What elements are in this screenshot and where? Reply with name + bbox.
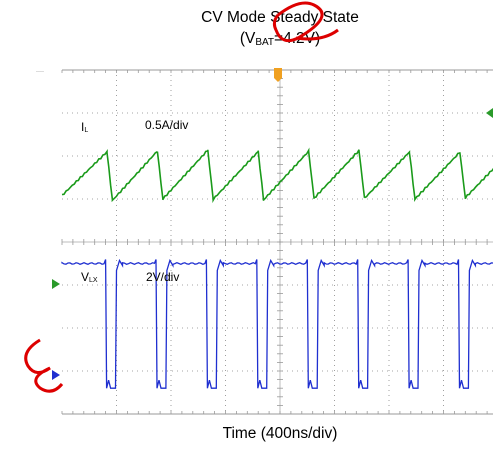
trigger-marker	[274, 68, 282, 82]
vlx-ground-marker	[52, 370, 60, 380]
il-name-main: I	[81, 120, 85, 134]
vlx-name-sub: LX	[89, 277, 98, 284]
il-waveform-group	[61, 147, 493, 204]
il-ground-marker	[52, 279, 60, 289]
il-waveform	[61, 147, 493, 204]
channel-markers: ····	[36, 68, 493, 380]
vlx-waveform	[61, 258, 493, 389]
subtitle-subscript: BAT	[255, 37, 275, 48]
vlx-waveform-group	[61, 258, 493, 389]
trigger-level-marker	[486, 108, 493, 118]
il-name-sub: L	[84, 127, 89, 134]
il-channel-label: IL	[81, 120, 88, 134]
vlx-channel-label: VLX	[81, 270, 98, 284]
vlx-name-main: V	[81, 270, 90, 284]
subtitle-prefix: (V	[239, 30, 256, 47]
watermark-swash	[24, 338, 64, 393]
watermark-swash	[272, 1, 339, 43]
x-axis-label: Time (400ns/div)	[222, 425, 338, 442]
vlx-scale-label: 2V/div	[146, 270, 180, 284]
scope-grid	[61, 69, 493, 415]
il-scale-label: 0.5A/div	[145, 118, 189, 132]
frame-corner-mark: ····	[36, 69, 44, 75]
